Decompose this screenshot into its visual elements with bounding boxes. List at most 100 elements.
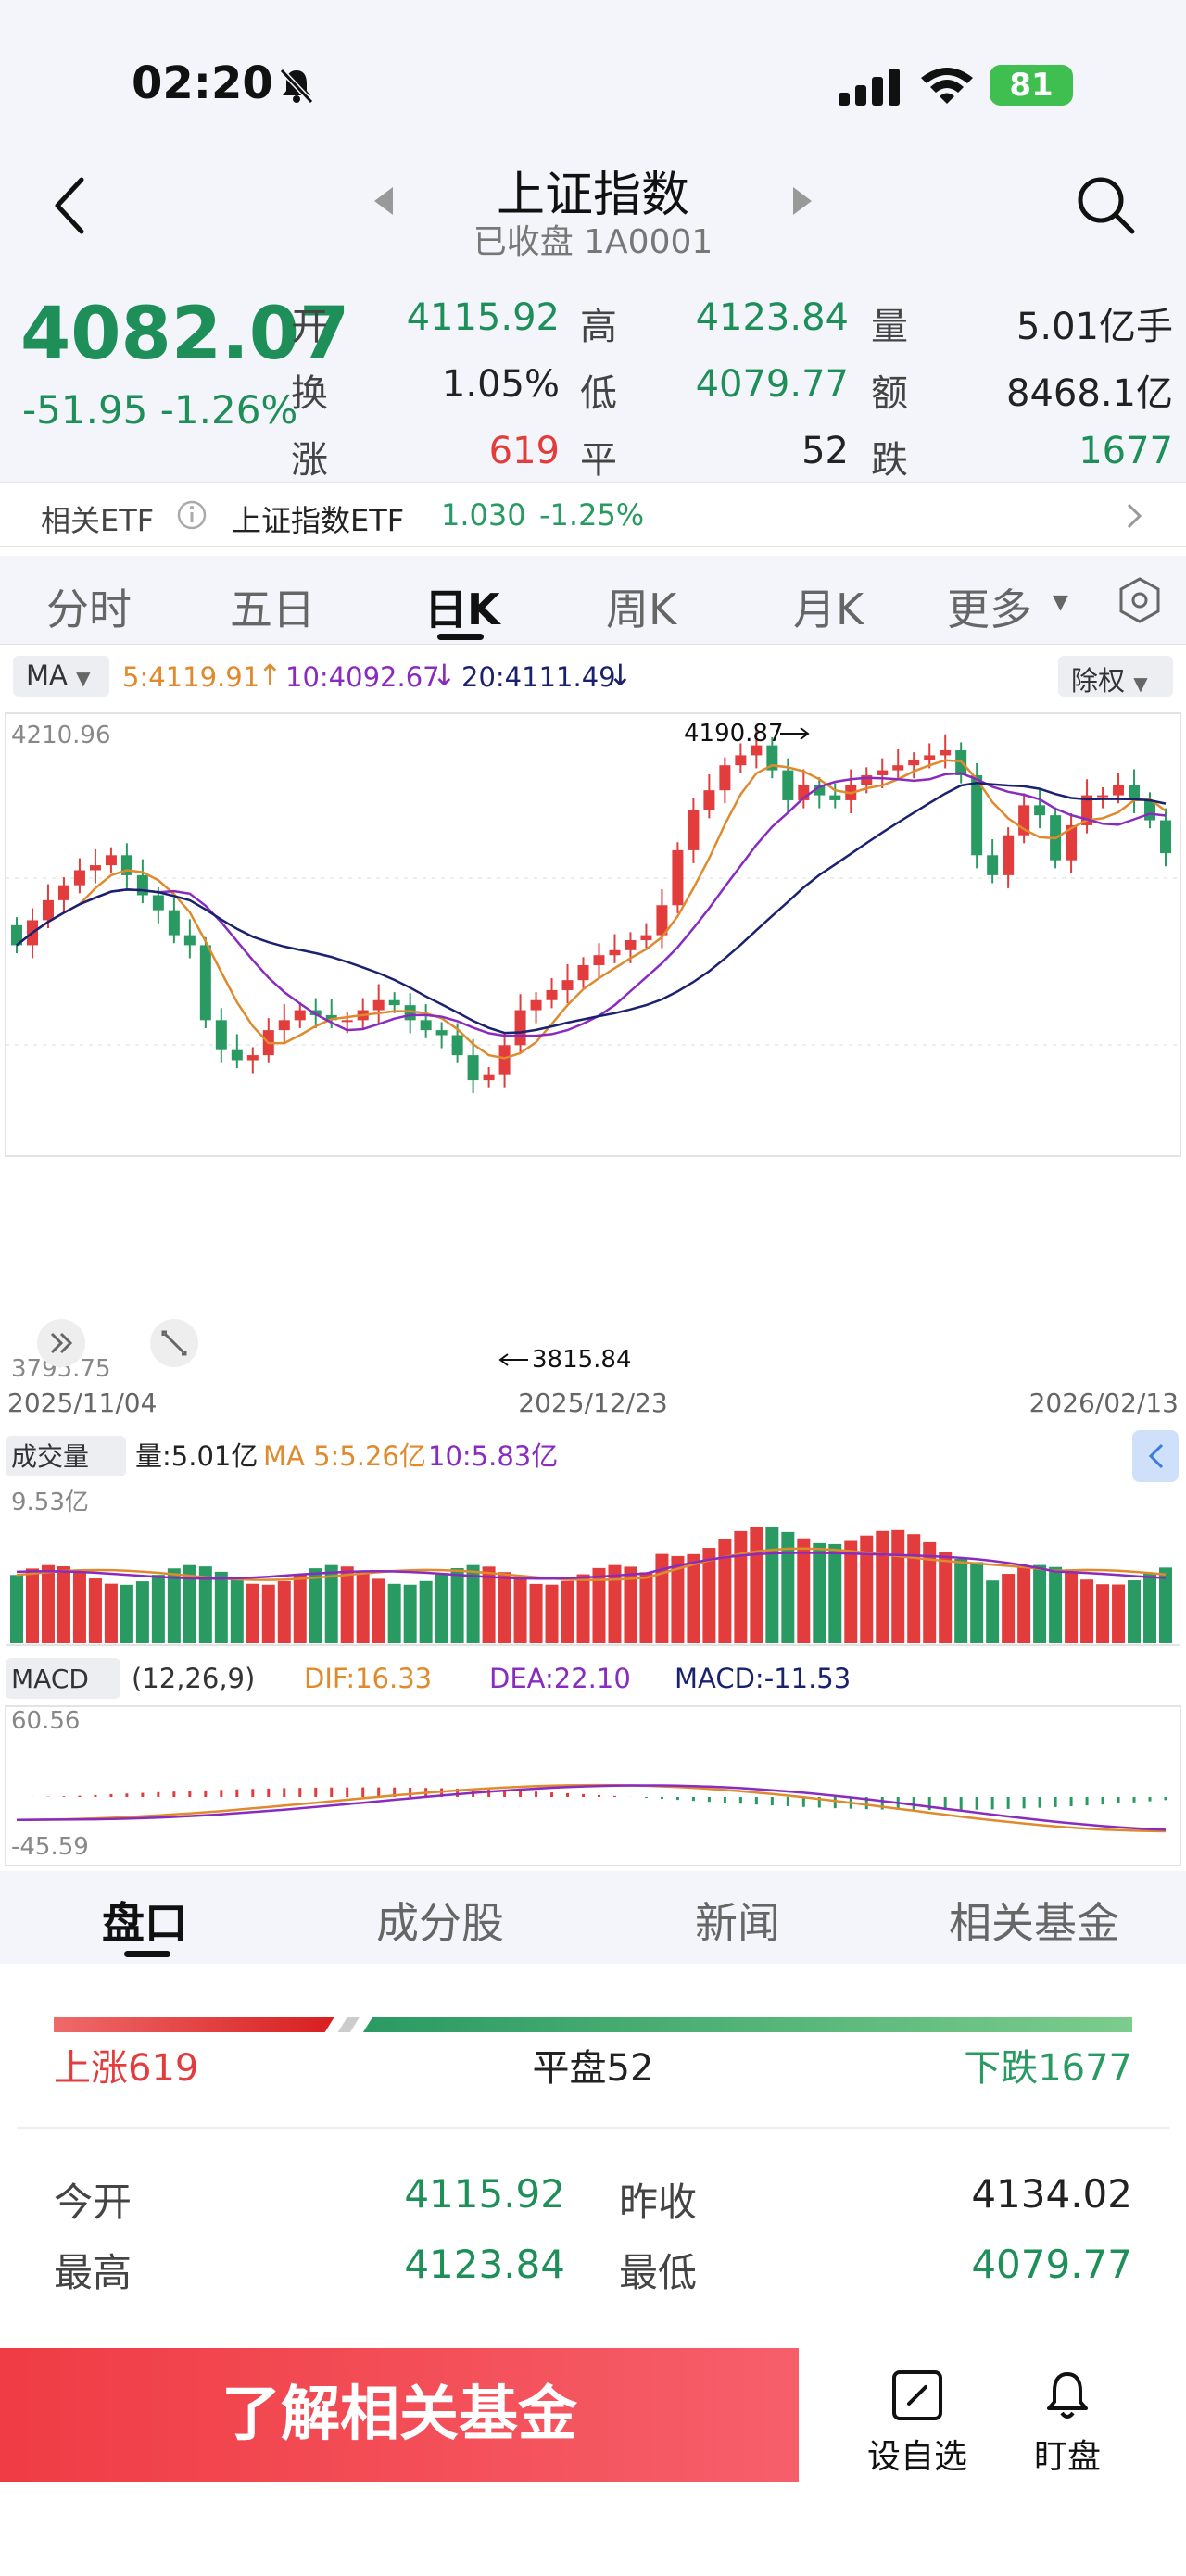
candle-body [940,750,952,756]
bell-icon [1047,2372,1088,2419]
volume-bar [277,1580,291,1643]
dropdown-icon: ▼ [1133,672,1148,695]
volume-bar [1065,1572,1079,1643]
volume-bar [702,1548,716,1643]
volume-bar [1017,1567,1031,1643]
candle-body [593,955,605,965]
candle-body [751,745,763,756]
ma-legend: MA ▼ 5:4119.91 ↑ 10:4092.67 ↓ 20:4111.49… [0,648,1186,704]
candle-body [89,865,101,871]
candle-body [829,795,841,800]
candle-body [625,940,637,950]
volume-ma5-line [16,1547,1167,1581]
candle-body [435,1030,448,1036]
volume-bar [639,1572,653,1643]
candle-body [11,924,22,946]
quote-label: 跌 [871,439,908,482]
detail-tab-3[interactable]: 相关基金 [949,1898,1119,1948]
settings-hex-icon[interactable] [1116,576,1164,624]
macd-dif: DIF:16.33 [304,1663,432,1694]
period-tab-2[interactable]: 日K [424,584,500,635]
quote-label: 开 [291,306,328,348]
candle-body [467,1055,479,1081]
candle-body [388,999,400,1006]
detail-tab-0[interactable]: 盘口 [102,1898,187,1948]
volume-bar [151,1575,165,1643]
panel-value: 4115.92 [404,2171,565,2217]
prev-index-icon[interactable] [372,185,395,217]
candle-body [530,999,542,1011]
learn-funds-button[interactable]: 了解相关基金 [0,2348,799,2482]
ma5-up-arrow-icon: ↑ [258,658,283,693]
collapse-panel-button [1132,1430,1179,1482]
period-tab-5[interactable]: 更多 [947,584,1032,635]
adjust-selector[interactable]: 除权 ▼ [1058,656,1173,697]
volume-bar [246,1583,259,1643]
volume-bar [403,1584,417,1643]
volume-bar [1002,1574,1016,1643]
candle-body [609,949,621,956]
volume-ma10-value: 10:5.83亿 [428,1440,558,1472]
candle-body [892,765,904,771]
volume-bar [1112,1584,1126,1643]
y-max-label: 4210.96 [11,722,111,749]
period-tab-0[interactable]: 分时 [46,584,132,635]
volume-max-label: 9.53亿 [11,1489,89,1516]
volume-bar [624,1566,637,1643]
volume-bar [450,1567,464,1643]
chart-area[interactable]: 4210.96 3795.75 4190.87 3815.84 2025/11/04 20… [0,704,1186,1871]
date-label-mid: 2025/12/23 [518,1388,667,1418]
quote-value: 1677 [1079,430,1173,472]
panel-value: 4079.77 [971,2242,1132,2287]
candle-body [782,770,794,800]
ma20-value: 20:4111.49 [461,661,616,693]
quote-value: 4115.92 [406,296,560,339]
volume-bar [750,1527,763,1643]
volume-bar [1143,1573,1157,1643]
volume-bar [1159,1567,1172,1643]
detail-tab-2[interactable]: 新闻 [695,1898,780,1948]
next-index-icon[interactable] [791,185,814,217]
candle-body [451,1035,463,1056]
info-icon[interactable] [176,499,208,531]
fast-forward-icon [50,1332,73,1354]
candle-body [577,964,589,981]
volume-bar [718,1539,732,1643]
detail-tab-1[interactable]: 成分股 [376,1898,504,1948]
volume-bar [482,1566,496,1643]
dropdown-icon: ▼ [76,667,91,689]
breadth-flat-segment [338,2017,360,2032]
candle-body [294,1010,306,1021]
high-marker-arrow [780,727,810,740]
candle-body [325,1014,337,1021]
volume-bar [608,1564,622,1643]
period-tab-3[interactable]: 周K [606,584,677,635]
active-tab-indicator [124,1951,170,1957]
volume-bar [104,1583,118,1643]
volume-bar [261,1584,275,1643]
volume-bar [592,1567,606,1643]
add-watchlist-button[interactable]: 设自选 [862,2369,973,2478]
candle-body [246,1055,259,1061]
ma-selector[interactable]: MA ▼ [13,656,109,697]
period-tab-1[interactable]: 五日 [230,584,315,635]
monitor-button[interactable]: 盯盘 [1012,2369,1123,2478]
panel-label: 最高 [54,2250,132,2295]
candle-body [688,810,700,850]
candle-body [1129,785,1141,800]
candle-body [814,785,826,796]
candle-body [766,745,778,771]
volume-bar [88,1578,102,1643]
period-tab-4[interactable]: 月K [793,584,864,635]
related-etf-bar[interactable]: 相关ETF 上证指数ETF 1.030 -1.25% [0,482,1186,547]
search-icon[interactable] [1075,174,1136,235]
candle-body [278,1020,290,1031]
candle-body [1034,805,1046,816]
volume-bar [25,1568,39,1643]
candle-body [1097,795,1109,798]
candle-body [656,905,668,936]
candle-body [640,935,652,941]
back-arrow-icon[interactable] [50,176,87,235]
volume-bar [230,1578,244,1643]
